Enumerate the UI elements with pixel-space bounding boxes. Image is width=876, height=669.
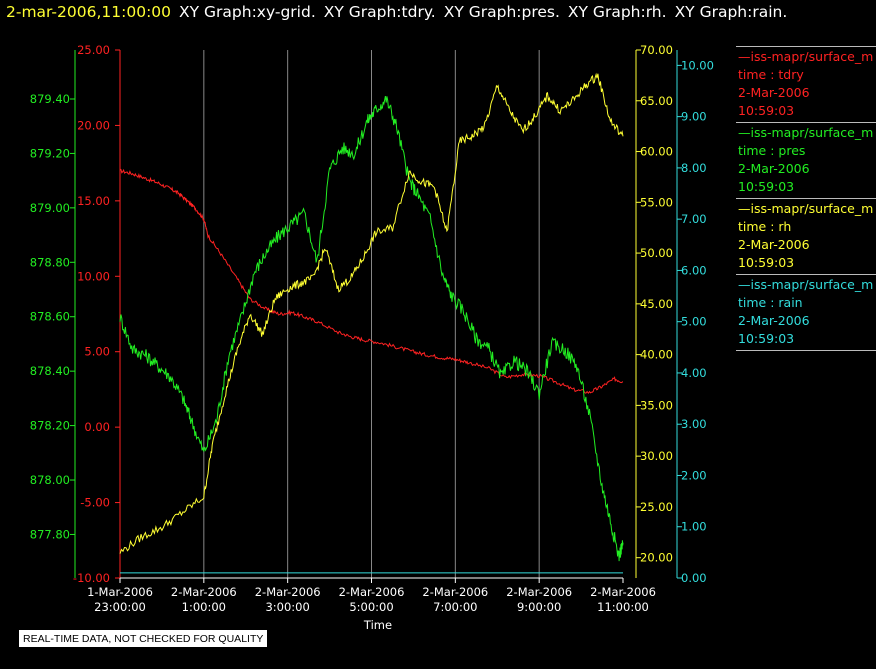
legend-entry-rh: —iss-mapr/surface_m time : rh 2-Mar-2006… (736, 198, 876, 274)
legend-time: 10:59:03 (738, 103, 795, 118)
graph-title-rh: XY Graph:rh. (567, 3, 667, 21)
tdry-tick-label: 0.00 (84, 420, 110, 434)
legend-var: time : rain (738, 295, 803, 310)
rh-series-line (119, 72, 624, 554)
legend: —iss-mapr/surface_m time : tdry 2-Mar-20… (736, 46, 876, 351)
legend-line-label: —iss-mapr/surface_m (738, 277, 874, 292)
rain-tick-label: 3.00 (681, 417, 707, 431)
legend-time: 10:59:03 (738, 255, 795, 270)
tdry-tick-label: 15.00 (77, 194, 110, 208)
x-tick-label-time: 5:00:00 (349, 600, 393, 614)
x-tick-label-date: 2-Mar-2006 (422, 585, 488, 599)
x-axis-title: Time (363, 618, 392, 632)
rain-tick-label: 8.00 (681, 161, 707, 175)
pres-tick-label: 878.80 (30, 255, 70, 269)
tdry-tick-label: 10.00 (77, 269, 110, 283)
graph-title-xy-grid: XY Graph:xy-grid. (179, 3, 316, 21)
rh-tick-label: 30.00 (640, 449, 673, 463)
pres-tick-label: 877.80 (30, 527, 70, 541)
tdry-tick-label: 20.00 (77, 118, 110, 132)
pres-tick-label: 878.00 (30, 473, 70, 487)
tdry-tick-label: -5.00 (80, 496, 110, 510)
x-tick-label-date: 2-Mar-2006 (171, 585, 237, 599)
rh-tick-label: 35.00 (640, 398, 673, 412)
legend-line-label: —iss-mapr/surface_m (738, 49, 874, 64)
x-tick-label-time: 7:00:00 (433, 600, 477, 614)
x-tick-label-time: 9:00:00 (517, 600, 561, 614)
rh-tick-label: 65.00 (640, 94, 673, 108)
rain-tick-label: 2.00 (681, 468, 707, 482)
rh-tick-label: 25.00 (640, 500, 673, 514)
pres-tick-label: 878.40 (30, 364, 70, 378)
rh-tick-label: 70.00 (640, 43, 673, 57)
pres-tick-label: 879.00 (30, 201, 70, 215)
legend-line-label: —iss-mapr/surface_m (738, 201, 874, 216)
tdry-tick-label: 25.00 (77, 43, 110, 57)
x-tick-label-date: 2-Mar-2006 (339, 585, 405, 599)
legend-date: 2-Mar-2006 (738, 237, 810, 252)
legend-var: time : pres (738, 143, 806, 158)
rh-tick-label: 60.00 (640, 145, 673, 159)
graph-title-rain: XY Graph:rain. (674, 3, 788, 21)
rain-tick-label: 1.00 (681, 520, 707, 534)
legend-date: 2-Mar-2006 (738, 313, 810, 328)
legend-var: time : tdry (738, 67, 804, 82)
rh-tick-label: 45.00 (640, 297, 673, 311)
legend-var: time : rh (738, 219, 792, 234)
pres-tick-label: 879.20 (30, 146, 70, 160)
x-tick-label-time: 1:00:00 (182, 600, 226, 614)
x-tick-label-date: 2-Mar-2006 (590, 585, 656, 599)
pres-tick-label: 879.40 (30, 92, 70, 106)
rh-tick-label: 55.00 (640, 195, 673, 209)
tdry-tick-label: 5.00 (84, 345, 110, 359)
rain-tick-label: 5.00 (681, 315, 707, 329)
legend-time: 10:59:03 (738, 331, 795, 346)
x-tick-label-time: 23:00:00 (94, 600, 146, 614)
graph-title-tdry: XY Graph:tdry. (323, 3, 436, 21)
rh-tick-label: 40.00 (640, 348, 673, 362)
legend-date: 2-Mar-2006 (738, 161, 810, 176)
header: 2-mar-2006,11:00:00 XY Graph:xy-grid. XY G… (6, 3, 787, 21)
x-tick-label-time: 3:00:00 (265, 600, 309, 614)
rain-tick-label: 9.00 (681, 110, 707, 124)
legend-time: 10:59:03 (738, 179, 795, 194)
disclaimer-label: REAL-TIME DATA, NOT CHECKED FOR QUALITY (19, 630, 268, 647)
rain-tick-label: 10.00 (681, 58, 714, 72)
rain-tick-label: 7.00 (681, 212, 707, 226)
legend-entry-rain: —iss-mapr/surface_m time : rain 2-Mar-20… (736, 274, 876, 351)
timestamp: 2-mar-2006,11:00:00 (6, 3, 172, 21)
legend-date: 2-Mar-2006 (738, 85, 810, 100)
x-tick-label-date: 2-Mar-2006 (255, 585, 321, 599)
graph-title-pres: XY Graph:pres. (443, 3, 560, 21)
rain-tick-label: 4.00 (681, 366, 707, 380)
pres-tick-label: 878.20 (30, 419, 70, 433)
pres-series-line (119, 96, 624, 562)
legend-line-label: —iss-mapr/surface_m (738, 125, 874, 140)
x-tick-label-time: 11:00:00 (597, 600, 649, 614)
rain-tick-label: 6.00 (681, 263, 707, 277)
rain-tick-label: 0.00 (681, 571, 707, 585)
legend-entry-pres: —iss-mapr/surface_m time : pres 2-Mar-20… (736, 122, 876, 198)
pres-tick-label: 878.60 (30, 310, 70, 324)
legend-entry-tdry: —iss-mapr/surface_m time : tdry 2-Mar-20… (736, 46, 876, 122)
x-tick-label-date: 2-Mar-2006 (506, 585, 572, 599)
rh-tick-label: 20.00 (640, 551, 673, 565)
x-tick-label-date: 1-Mar-2006 (87, 585, 153, 599)
tdry-tick-label: -10.00 (73, 571, 110, 585)
rh-tick-label: 50.00 (640, 246, 673, 260)
tdry-series-line (119, 168, 623, 395)
